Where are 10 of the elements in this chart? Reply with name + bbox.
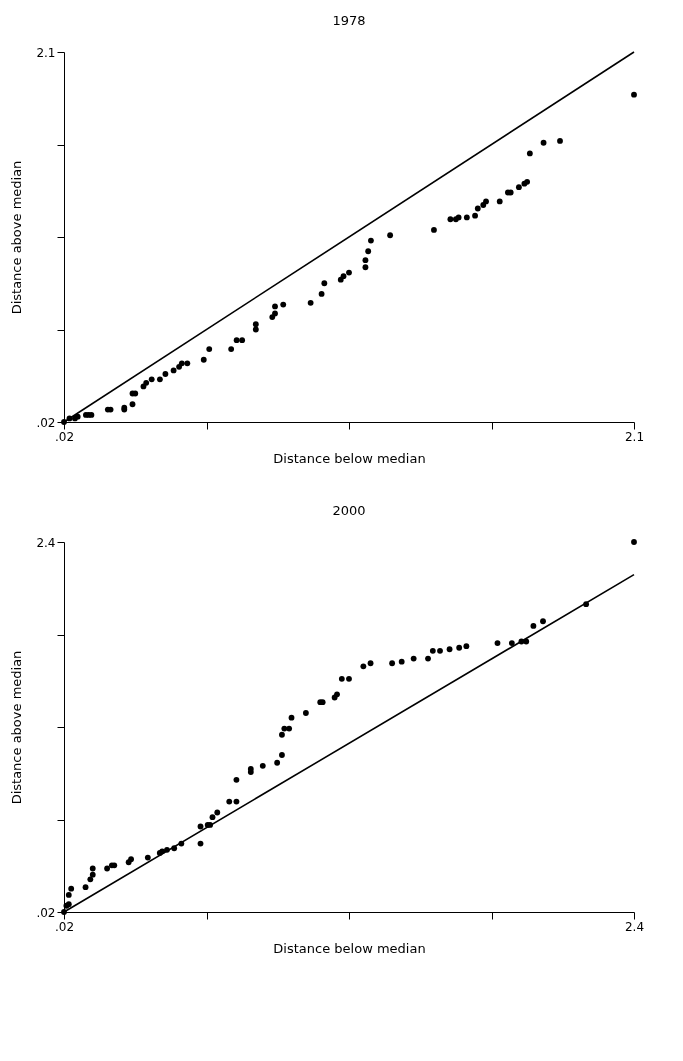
y-tick-label: .02 <box>36 905 56 920</box>
x-axis-title: Distance below median <box>273 940 426 956</box>
y-axis-title: Distance above median <box>9 160 25 315</box>
x-axis-title: Distance below median <box>273 450 426 466</box>
y-axis-title: Distance above median <box>9 650 25 805</box>
y-tick-label: 2.4 <box>36 535 56 550</box>
chart-title: 2000 <box>332 503 366 518</box>
y-tick-label: .02 <box>36 415 56 430</box>
chart-title: 1978 <box>332 13 366 28</box>
y-tick-label: 2.1 <box>36 45 56 60</box>
